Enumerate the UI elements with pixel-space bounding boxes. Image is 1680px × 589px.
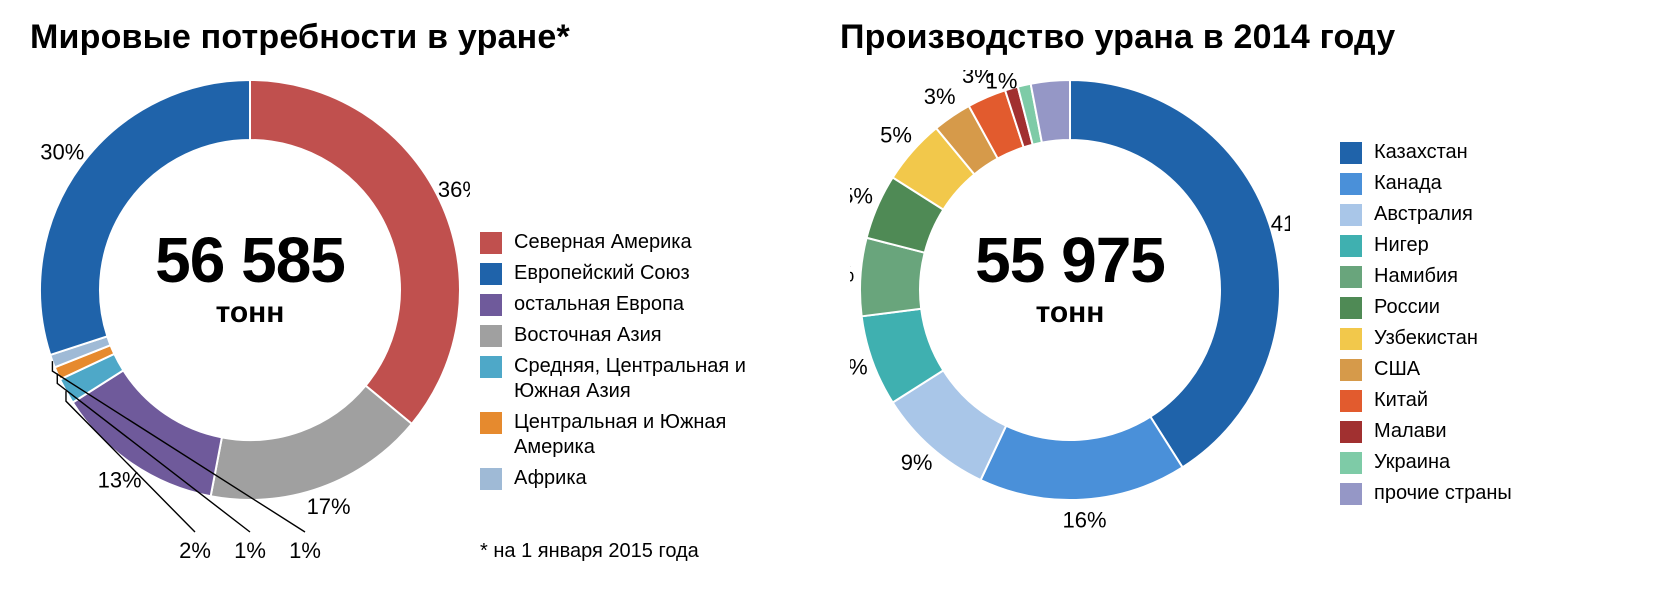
pct-label-3: 7% [850,354,868,379]
donut-needs-wrap: 36%17%13%30%2%1%1% 56 585 тонн [30,70,470,510]
panel-production: Производство урана в 2014 году 41% 16% 9% 7… [840,0,1680,589]
pct-label-4: 1% [234,538,266,563]
legend-label: Европейский Союз [514,261,690,286]
legend-production: Казахстан Канада Австралия Нигер Намибия Росс… [1340,140,1512,512]
center-value-needs: 56 585 [155,228,345,292]
title-production: Производство урана в 2014 году [840,18,1680,57]
legend-item: Казахстан [1340,140,1512,165]
pct-label-5: 5% [850,184,873,209]
legend-swatch [1340,328,1362,350]
center-label-needs: 56 585 тонн [155,228,345,328]
legend-label: Африка [514,466,587,491]
legend-label: Северная Америка [514,230,692,255]
legend-item: Намибия [1340,264,1512,289]
legend-item: Узбекистан [1340,326,1512,351]
slice-1 [981,417,1183,500]
legend-swatch [1340,421,1362,443]
legend-label: Китай [1374,388,1428,413]
legend-item: России [1340,295,1512,320]
legend-item: Африка [480,466,790,491]
legend-label: Австралия [1374,202,1473,227]
legend-swatch [1340,173,1362,195]
legend-item: Центральная и Южная Америка [480,410,790,460]
legend-swatch [480,356,502,378]
legend-swatch [1340,359,1362,381]
legend-label: прочие страны [1374,481,1512,506]
legend-item: Украина [1340,450,1512,475]
legend-swatch [480,468,502,490]
footnote-needs: * на 1 января 2015 года [480,540,699,563]
legend-swatch [1340,452,1362,474]
donut-production-wrap: 41%16%9%7%6%5%5%3%3%1%1%3% 55 975 тонн [850,70,1290,510]
legend-label: остальная Европа [514,292,684,317]
legend-item: остальная Европа [480,292,790,317]
legend-swatch [1340,142,1362,164]
legend-swatch [1340,483,1362,505]
center-unit-production: тонн [975,298,1165,328]
center-value-production: 55 975 [975,228,1165,292]
legend-label: Казахстан [1374,140,1468,165]
legend-label: Нигер [1374,233,1429,258]
legend-label: Канада [1374,171,1442,196]
slice-1 [211,386,412,500]
pct-label-3: 2% [179,538,211,563]
legend-item: Китай [1340,388,1512,413]
legend-item: Нигер [1340,233,1512,258]
pct-label-1: 17% [307,494,351,519]
pct-label-1: 16% [1063,507,1107,532]
legend-item: Средняя, Центральная и Южная Азия [480,354,790,404]
legend-item: Канада [1340,171,1512,196]
pct-label-7: 3% [924,84,956,109]
legend-item: Малави [1340,419,1512,444]
legend-label: Восточная Азия [514,323,662,348]
legend-label: Центральная и Южная Америка [514,410,790,460]
legend-needs: Северная Америка Европейский Союз остальна… [480,230,790,497]
legend-swatch [1340,390,1362,412]
infographic-page: Мировые потребности в уране* 36%17%13%30… [0,0,1680,589]
legend-item: Северная Америка [480,230,790,255]
legend-swatch [1340,297,1362,319]
legend-swatch [480,325,502,347]
legend-swatch [1340,204,1362,226]
legend-item: прочие страны [1340,481,1512,506]
pct-label-6: 5% [880,122,912,147]
legend-item: Европейский Союз [480,261,790,286]
pct-label-2: 9% [901,450,933,475]
legend-swatch [480,412,502,434]
legend-label: США [1374,357,1420,382]
panel-needs: Мировые потребности в уране* 36%17%13%30… [0,0,840,589]
legend-item: США [1340,357,1512,382]
legend-label: Средняя, Центральная и Южная Азия [514,354,790,404]
center-unit-needs: тонн [155,298,345,328]
legend-swatch [480,232,502,254]
legend-label: России [1374,295,1440,320]
pct-label-0: 36% [438,177,470,202]
center-label-production: 55 975 тонн [975,228,1165,328]
legend-label: Намибия [1374,264,1458,289]
legend-item: Австралия [1340,202,1512,227]
pct-label-9: 1% [986,70,1018,94]
legend-swatch [1340,266,1362,288]
legend-swatch [480,263,502,285]
legend-item: Восточная Азия [480,323,790,348]
pct-label-5: 1% [289,538,321,563]
pct-label-6: 30% [40,139,84,164]
legend-swatch [480,294,502,316]
pct-label-0: 41% [1271,211,1290,236]
legend-label: Узбекистан [1374,326,1478,351]
legend-label: Малави [1374,419,1447,444]
pct-label-4: 6% [850,261,854,286]
legend-swatch [1340,235,1362,257]
title-needs: Мировые потребности в уране* [30,18,840,57]
legend-label: Украина [1374,450,1450,475]
